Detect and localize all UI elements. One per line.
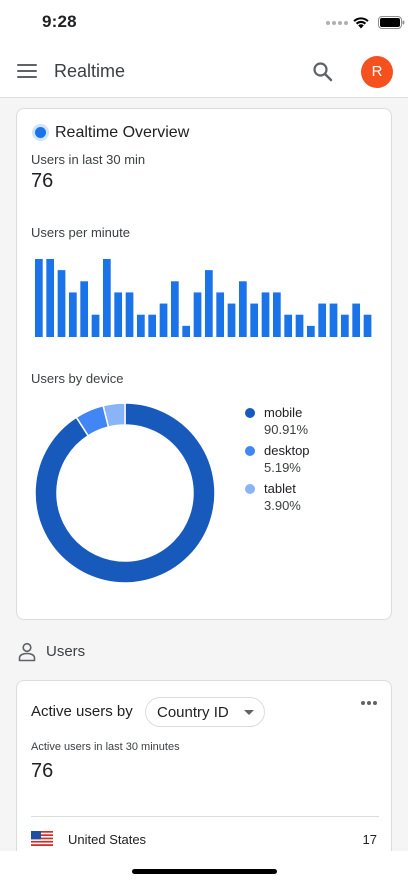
country-row-value: 17 [362, 832, 377, 847]
search-icon[interactable] [312, 61, 334, 83]
legend-item-mobile: mobile 90.91% [245, 405, 310, 443]
more-icon[interactable] [361, 701, 381, 707]
users-section-title: Users [46, 643, 86, 660]
bar-22 [273, 292, 281, 337]
legend-swatch [245, 446, 255, 456]
status-time: 9:28 [42, 12, 77, 31]
live-indicator-icon [35, 127, 46, 138]
legend-label: desktop [264, 443, 310, 458]
bar-17 [216, 292, 225, 337]
legend-label: mobile [264, 405, 303, 420]
status-bar: 9:28 [0, 0, 408, 46]
slice-mobile [34, 402, 216, 584]
bar-27 [329, 303, 338, 337]
legend-swatch [245, 408, 255, 418]
legend-value: 5.19% [264, 460, 301, 475]
legend-item-tablet: tablet 3.90% [245, 481, 310, 519]
bar-30 [363, 314, 372, 337]
menu-icon[interactable] [17, 64, 37, 79]
home-indicator[interactable] [132, 869, 277, 874]
dimension-dropdown-label: Country ID [157, 704, 229, 721]
legend-label: tablet [264, 481, 296, 496]
users-last-30-label: Users in last 30 min [31, 152, 146, 167]
bar-25 [307, 325, 315, 337]
active-users-card: Active users by Country ID Active users … [16, 680, 392, 870]
bottom-safe-area [0, 851, 408, 883]
bar-28 [341, 314, 349, 337]
bar-18 [227, 303, 236, 337]
users-per-minute-label: Users per minute [31, 225, 130, 240]
bar-9 [125, 292, 134, 337]
bar-2 [46, 259, 55, 337]
bar-8 [114, 292, 123, 337]
bar-1 [35, 259, 43, 337]
bar-21 [261, 292, 270, 337]
us-flag-icon [31, 831, 53, 846]
legend-swatch [245, 484, 255, 494]
page-title: Realtime [54, 61, 126, 81]
bar-26 [318, 303, 327, 337]
bar-7 [103, 259, 111, 337]
realtime-overview-card: Realtime Overview Users in last 30 min 7… [16, 108, 392, 620]
bar-15 [193, 292, 202, 337]
avatar[interactable]: R [361, 56, 393, 88]
users-by-device-chart [34, 402, 216, 584]
country-row-name: United States [68, 832, 147, 847]
battery-icon [378, 16, 405, 29]
bar-14 [182, 325, 191, 337]
wifi-icon [353, 17, 369, 29]
bar-16 [205, 270, 213, 337]
bar-4 [69, 292, 77, 337]
dimension-dropdown[interactable]: Country ID [145, 697, 265, 727]
users-by-device-label: Users by device [31, 371, 124, 386]
chevron-down-icon [244, 710, 254, 715]
divider [31, 816, 379, 817]
bar-3 [57, 270, 66, 337]
users-per-minute-chart [35, 259, 372, 337]
bar-12 [159, 303, 168, 337]
signal-icon [326, 21, 348, 26]
app-bar: Realtime R [0, 46, 408, 98]
bar-24 [295, 314, 304, 337]
legend-value: 90.91% [264, 422, 309, 437]
legend-item-desktop: desktop 5.19% [245, 443, 310, 481]
person-icon [18, 642, 36, 662]
bar-10 [137, 314, 145, 337]
users-last-30-value: 76 [31, 170, 54, 192]
bar-20 [250, 303, 259, 337]
device-legend: mobile 90.91% desktop 5.19% tablet 3.90% [245, 405, 310, 519]
legend-value: 3.90% [264, 498, 301, 513]
active-users-value: 76 [31, 760, 54, 782]
bar-13 [171, 281, 179, 337]
overview-title: Realtime Overview [55, 124, 190, 141]
bar-19 [239, 281, 247, 337]
bar-29 [352, 303, 361, 337]
active-users-sub-label: Active users in last 30 minutes [31, 741, 180, 753]
bar-23 [284, 314, 293, 337]
bar-6 [91, 314, 100, 337]
bar-5 [80, 281, 89, 337]
slice-tablet [102, 402, 126, 428]
active-users-label: Active users by [31, 703, 133, 720]
bar-11 [148, 314, 157, 337]
